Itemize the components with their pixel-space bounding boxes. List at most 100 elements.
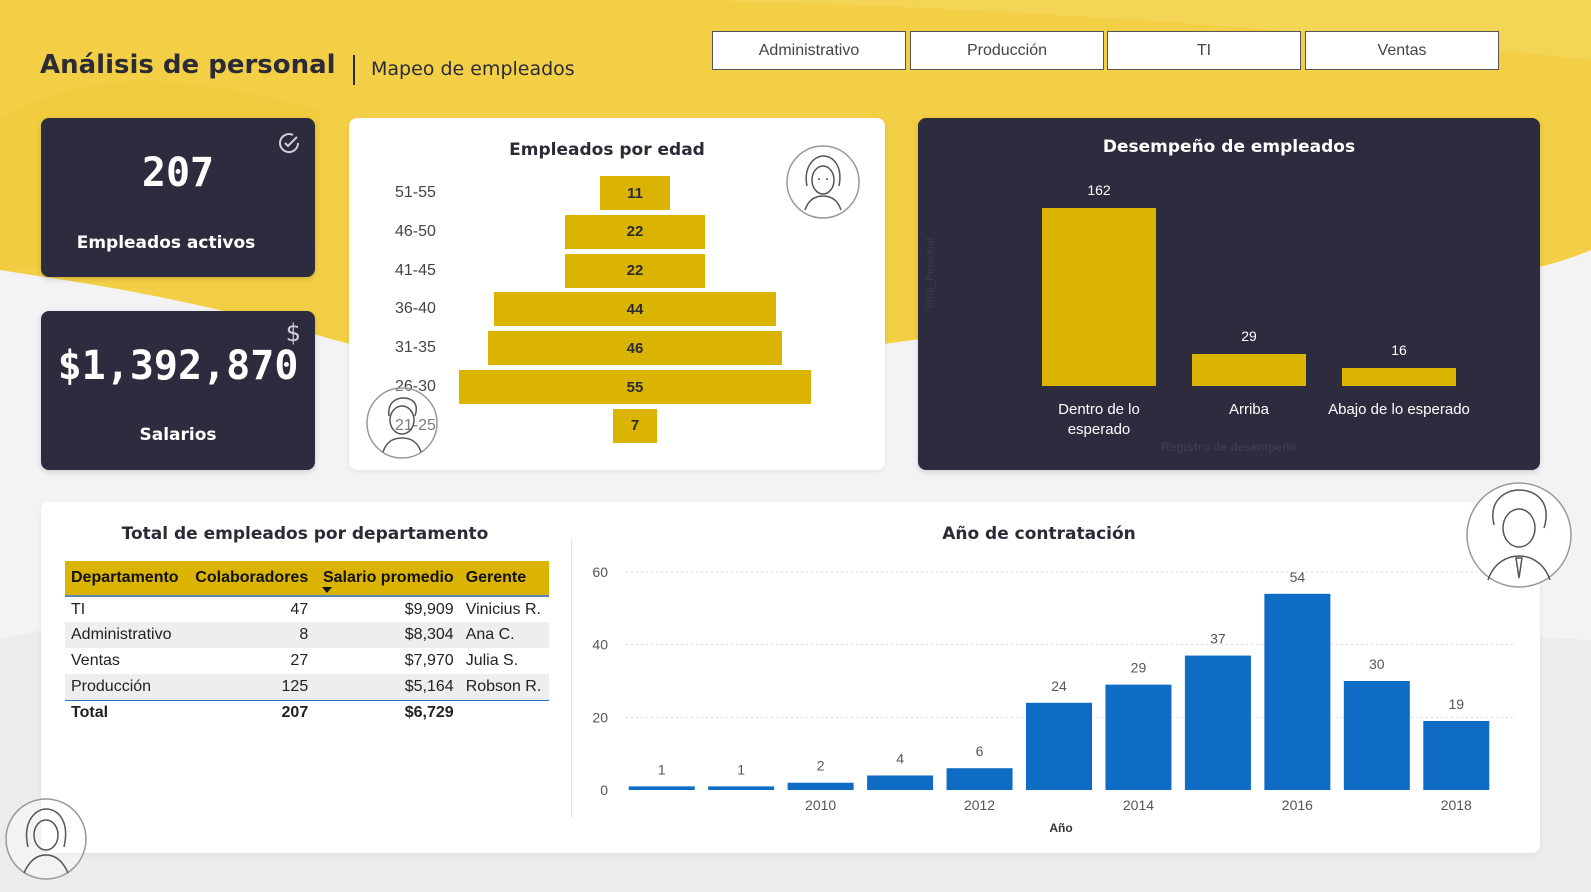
page-title: Análisis de personal bbox=[40, 50, 336, 80]
cell-salary: $8,304 bbox=[314, 622, 460, 648]
age-category-label: 51-55 bbox=[395, 184, 436, 201]
hire-bar-value: 37 bbox=[1210, 631, 1226, 647]
cell-salary: $5,164 bbox=[314, 674, 460, 700]
hire-bar-value: 6 bbox=[976, 743, 984, 759]
age-bar-value: 11 bbox=[627, 184, 643, 202]
sort-desc-icon bbox=[322, 587, 333, 593]
age-bar[interactable]: 22 bbox=[564, 214, 706, 249]
hire-bar-value: 1 bbox=[737, 761, 745, 777]
age-row: 41-45 22 bbox=[349, 253, 885, 288]
hire-bar-value: 1 bbox=[658, 761, 666, 777]
performance-chart-title: Desempeño de empleados bbox=[1102, 137, 1356, 157]
column-header-departamento[interactable]: Departamento bbox=[65, 561, 187, 597]
age-bar[interactable]: 46 bbox=[487, 331, 783, 366]
hire-bar[interactable] bbox=[1026, 702, 1092, 790]
cell-total-manager bbox=[459, 699, 549, 726]
hire-bar[interactable] bbox=[1184, 655, 1251, 790]
table-row[interactable]: TI 47 $9,909 Vinicius R. bbox=[65, 596, 549, 622]
age-row: 21-25 7 bbox=[349, 408, 885, 443]
age-bar-value: 22 bbox=[626, 262, 644, 280]
table-row[interactable]: Producción 125 $5,164 Robson R. bbox=[65, 674, 549, 700]
check-circle-icon bbox=[279, 133, 300, 154]
age-row: 31-35 46 bbox=[349, 331, 885, 366]
age-bar-value: 7 bbox=[630, 417, 640, 435]
performance-bar[interactable] bbox=[1342, 368, 1456, 386]
hire-bar[interactable] bbox=[1343, 681, 1410, 790]
hire-bar-value: 24 bbox=[1051, 678, 1067, 694]
cell-count: 47 bbox=[290, 600, 309, 618]
cell-count: 125 bbox=[186, 674, 315, 700]
hire-bar[interactable] bbox=[1105, 684, 1172, 790]
cell-manager: Robson R. bbox=[459, 674, 549, 700]
cell-manager: Ana C. bbox=[459, 622, 549, 648]
column-header-gerente[interactable]: Gerente bbox=[459, 561, 549, 597]
age-bar[interactable]: 55 bbox=[459, 370, 811, 404]
x-tick-label: 2010 bbox=[805, 797, 836, 813]
age-bar-value: 55 bbox=[626, 378, 644, 396]
age-category-label: 46-50 bbox=[395, 222, 436, 240]
man-avatar-icon bbox=[366, 387, 438, 459]
age-bar-value: 44 bbox=[626, 300, 644, 318]
age-bar[interactable]: 11 bbox=[599, 176, 671, 210]
age-bar[interactable]: 22 bbox=[564, 253, 706, 288]
kpi-card-salaries: $ $1,392,870 Salarios bbox=[41, 311, 315, 470]
performance-bar-value: 16 bbox=[1391, 342, 1407, 359]
cell-total-count: 207 bbox=[186, 699, 315, 726]
cell-dept: Ventas bbox=[71, 652, 120, 669]
age-row: 51-55 11 bbox=[349, 176, 885, 210]
cell-salary: $7,970 bbox=[404, 652, 454, 669]
performance-bar[interactable] bbox=[1192, 354, 1306, 386]
age-bar[interactable]: 7 bbox=[612, 408, 658, 443]
age-bar-value: 46 bbox=[626, 339, 644, 357]
cell-total-salary: $6,729 bbox=[314, 699, 460, 726]
cell-count: 8 bbox=[186, 622, 315, 648]
dollar-icon: $ bbox=[285, 319, 301, 347]
age-category-label: 41-45 bbox=[395, 261, 436, 279]
performance-category-label: Dentro de lo esperado bbox=[1058, 401, 1140, 438]
x-tick-label: 2012 bbox=[964, 797, 995, 813]
hire-bar[interactable] bbox=[1264, 593, 1331, 790]
cell-dept: TI bbox=[71, 600, 86, 618]
page-subtitle: Mapeo de empleados bbox=[371, 58, 575, 80]
filter-button-produccion[interactable]: Producción bbox=[910, 31, 1104, 70]
performance-bar[interactable] bbox=[1042, 208, 1156, 386]
dept-table: Departamento Colaboradores Salario prome… bbox=[65, 561, 549, 726]
hire-bar-value: 54 bbox=[1290, 569, 1306, 585]
hire-bar-value: 19 bbox=[1448, 696, 1464, 712]
age-category-label: 31-35 bbox=[395, 339, 436, 357]
hire-bar[interactable] bbox=[708, 786, 775, 790]
performance-x-axis-label: Registro de desempeño bbox=[1160, 440, 1298, 454]
filter-button-ventas[interactable]: Ventas bbox=[1305, 31, 1499, 70]
cell-count: 27 bbox=[290, 652, 309, 669]
table-row[interactable]: Ventas 27 $7,970 Julia S. bbox=[65, 648, 549, 674]
x-tick-label: 2016 bbox=[1282, 797, 1313, 813]
hire-bar[interactable] bbox=[628, 786, 695, 790]
hire-bar[interactable] bbox=[946, 768, 1013, 790]
age-chart-title: Empleados por edad bbox=[509, 140, 705, 160]
kpi-salaries-value: $1,392,870 bbox=[57, 343, 299, 389]
cell-total-label: Total bbox=[65, 699, 187, 726]
age-row: 26-30 55 bbox=[349, 370, 885, 404]
hire-bar[interactable] bbox=[1423, 720, 1490, 790]
cell-manager: Vinicius R. bbox=[465, 600, 541, 618]
kpi-salaries-label: Salarios bbox=[139, 425, 217, 445]
column-header-colaboradores[interactable]: Colaboradores bbox=[186, 561, 315, 597]
filter-button-administrativo[interactable]: Administrativo bbox=[712, 31, 906, 70]
hire-x-axis-label: Año bbox=[1049, 821, 1072, 835]
performance-category-label: Abajo de lo esperado bbox=[1328, 401, 1470, 418]
column-header-salario[interactable]: Salario promedio bbox=[314, 561, 460, 597]
hire-bar-value: 2 bbox=[817, 758, 825, 774]
hire-chart-plot: 0 20 40 60 1 1 2 2010 4 6 2012 24 29 2014 37 54 2016 30 19… bbox=[592, 564, 1516, 835]
age-row: 46-50 22 bbox=[349, 214, 885, 249]
hire-bar[interactable] bbox=[867, 775, 934, 790]
hire-bar-value: 29 bbox=[1131, 660, 1147, 676]
table-row[interactable]: Administrativo 8 $8,304 Ana C. bbox=[65, 622, 549, 648]
age-category-label: 26-30 bbox=[395, 378, 436, 395]
filter-button-ti[interactable]: TI bbox=[1107, 31, 1301, 70]
kpi-active-value: 207 bbox=[141, 150, 215, 196]
table-total-row: Total 207 $6,729 bbox=[65, 699, 549, 726]
hire-bar[interactable] bbox=[787, 782, 854, 790]
kpi-card-active-employees: 207 Empleados activos bbox=[41, 118, 315, 277]
hire-bar-value: 30 bbox=[1369, 656, 1385, 672]
age-bar[interactable]: 44 bbox=[494, 292, 776, 327]
